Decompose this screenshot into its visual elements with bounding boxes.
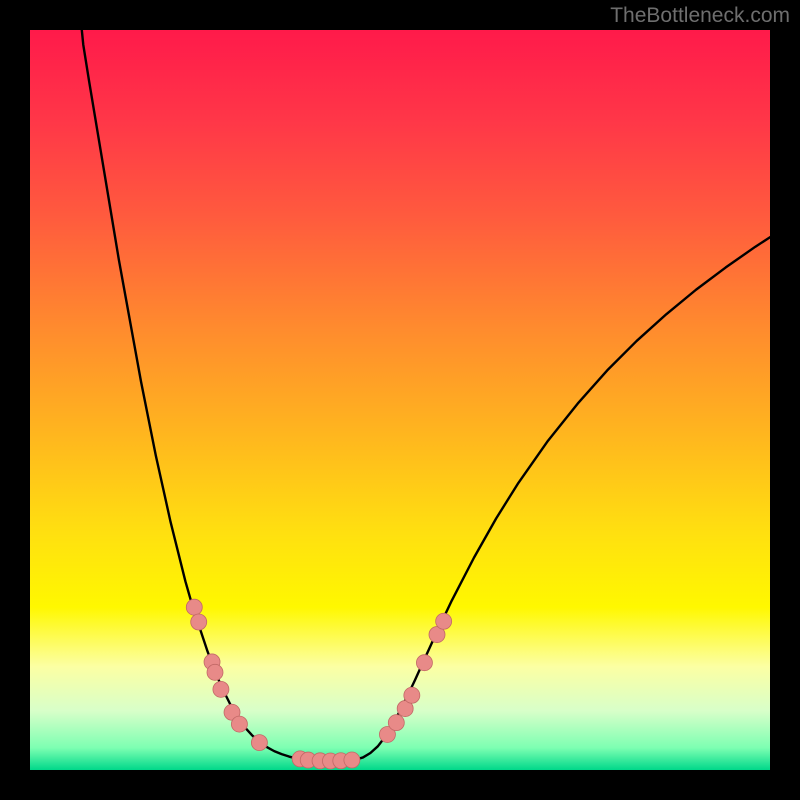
data-marker: [404, 687, 420, 703]
bottleneck-chart: [0, 0, 800, 800]
data-marker: [436, 613, 452, 629]
data-marker: [344, 752, 360, 768]
chart-container: TheBottleneck.com: [0, 0, 800, 800]
data-marker: [207, 664, 223, 680]
data-marker: [251, 735, 267, 751]
data-marker: [416, 655, 432, 671]
data-marker: [186, 599, 202, 615]
data-marker: [231, 716, 247, 732]
data-marker: [191, 614, 207, 630]
data-marker: [213, 681, 229, 697]
watermark-text: TheBottleneck.com: [610, 4, 790, 28]
data-marker: [388, 715, 404, 731]
